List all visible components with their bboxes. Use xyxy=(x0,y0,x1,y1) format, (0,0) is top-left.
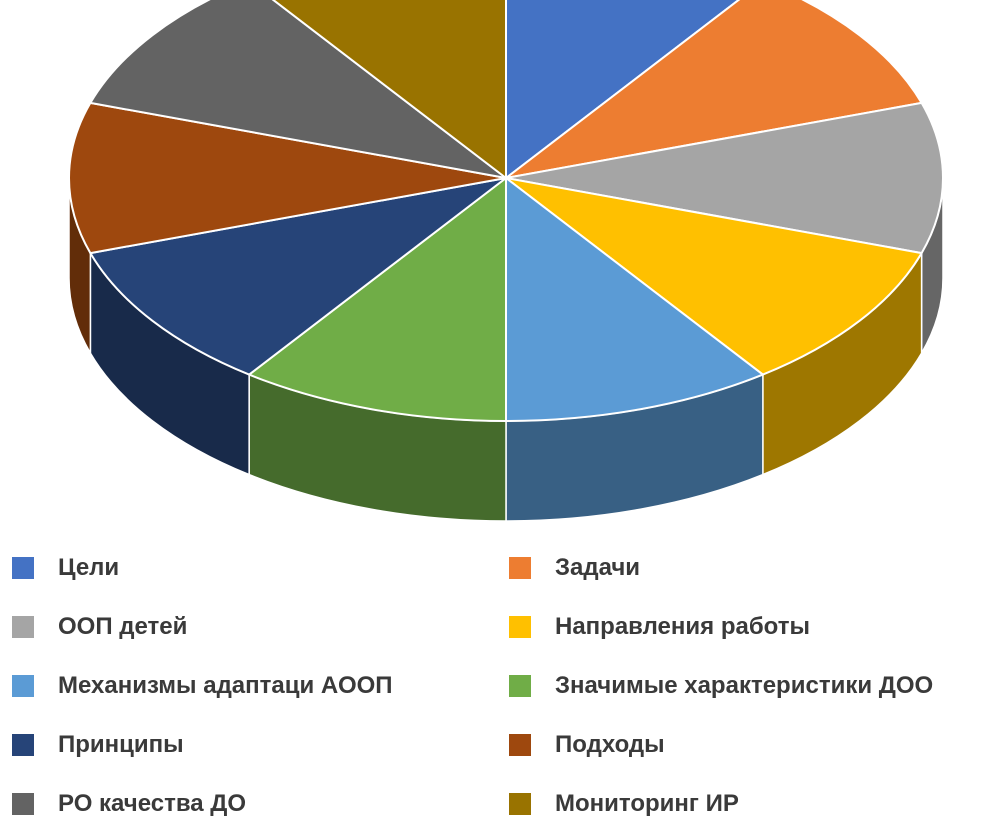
legend-item: Мониторинг ИР xyxy=(509,784,739,824)
legend-item: Значимые характеристики ДОО xyxy=(509,666,933,706)
pie-slice-5 xyxy=(505,177,764,422)
legend-item: Цели xyxy=(12,548,119,588)
legend-swatch xyxy=(509,734,531,756)
legend-swatch xyxy=(12,793,34,815)
legend-swatch xyxy=(509,616,531,638)
legend-item: РО качества ДО xyxy=(12,784,246,824)
legend-label: Задачи xyxy=(555,554,641,581)
pie-slice-3 xyxy=(505,101,944,255)
legend-item: Принципы xyxy=(12,725,184,765)
legend-swatch xyxy=(12,616,34,638)
legend-label: Механизмы адаптаци АООП xyxy=(58,672,393,699)
legend-item: Задачи xyxy=(509,548,640,588)
legend-label: РО качества ДО xyxy=(58,790,247,817)
pie-slice-4 xyxy=(505,177,923,376)
legend-label: Принципы xyxy=(58,731,184,758)
pie-chart xyxy=(68,0,944,522)
chart-legend: Цели Задачи ООП детей Направления работы Мех… xyxy=(0,540,998,819)
legend-label: ООП детей xyxy=(58,613,188,640)
legend-swatch xyxy=(12,557,34,579)
legend-label: Мониторинг ИР xyxy=(555,790,739,817)
legend-label: Направления работы xyxy=(555,613,810,640)
legend-swatch xyxy=(509,557,531,579)
legend-item: Подходы xyxy=(509,725,665,765)
pie-slice-8 xyxy=(68,101,507,255)
legend-label: Значимые характеристики ДОО xyxy=(555,672,934,699)
legend-swatch xyxy=(12,675,34,697)
pie-slice-9 xyxy=(89,0,507,179)
legend-item: ООП детей xyxy=(12,607,187,647)
legend-swatch xyxy=(12,734,34,756)
legend-swatch xyxy=(509,793,531,815)
legend-swatch xyxy=(509,675,531,697)
pie-slice-7 xyxy=(89,177,507,376)
pie-slice-2 xyxy=(505,0,923,179)
legend-item: Направления работы xyxy=(509,607,810,647)
legend-label: Цели xyxy=(58,554,120,581)
legend-label: Подходы xyxy=(555,731,665,758)
pie-slice-10 xyxy=(271,0,507,179)
pie-slice-6 xyxy=(248,177,507,422)
legend-item: Механизмы адаптаци АООП xyxy=(12,666,393,706)
